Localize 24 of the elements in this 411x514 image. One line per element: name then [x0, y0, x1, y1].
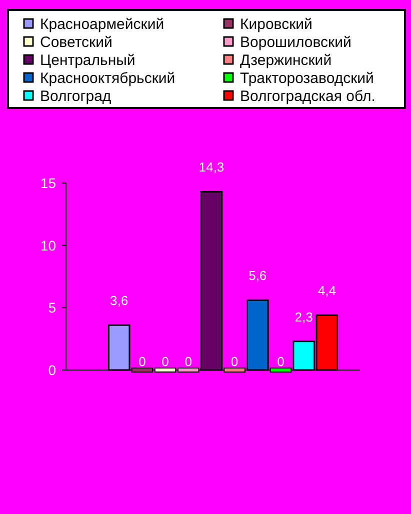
legend-label: Ворошиловский — [240, 34, 352, 51]
legend-label: Красноармейский — [40, 16, 164, 33]
data-label: 3,6 — [110, 293, 128, 308]
y-tick-label: 0 — [48, 362, 56, 378]
data-label: 4,4 — [318, 283, 336, 298]
legend-label: Советский — [40, 34, 112, 51]
legend-label: Центральный — [40, 52, 136, 69]
data-label: 0 — [184, 354, 192, 369]
legend-label: Кировский — [240, 16, 312, 33]
y-tick-label: 5 — [48, 300, 56, 316]
legend-label: Волгоградская обл. — [240, 88, 376, 105]
legend-label: Тракторозаводский — [240, 70, 374, 87]
data-label: 14,3 — [198, 160, 224, 175]
data-label: 0 — [138, 354, 146, 369]
data-label: 5,6 — [248, 268, 267, 284]
data-label: 0 — [277, 354, 284, 369]
data-label: 2,3 — [294, 309, 313, 324]
data-label: 0 — [162, 354, 169, 369]
legend-label: Волгоград — [40, 88, 112, 105]
legend-label: Дзержинский — [240, 52, 332, 69]
data-label: 0 — [230, 354, 238, 369]
y-tick-label: 10 — [40, 237, 56, 254]
legend-label: Краснооктябрьский — [40, 70, 176, 87]
y-tick-label: 15 — [40, 175, 56, 191]
